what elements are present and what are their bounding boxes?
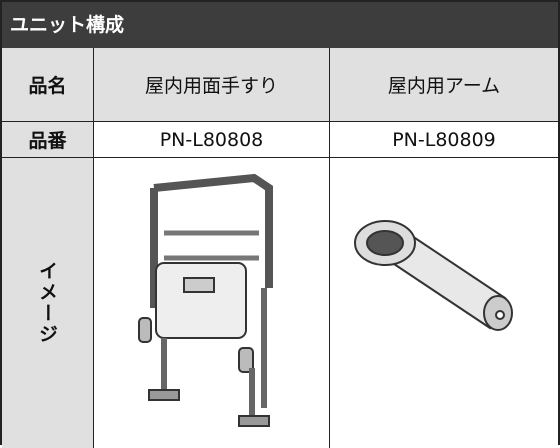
cell: PN-L80808 bbox=[94, 122, 330, 158]
header-cell: 屋内用アーム bbox=[330, 48, 558, 122]
row-label: イメージ bbox=[2, 158, 94, 448]
image-cell bbox=[94, 158, 330, 448]
row-label: 品番 bbox=[2, 122, 94, 158]
image-cell bbox=[330, 158, 558, 448]
header-cell: 屋内用面手すり bbox=[94, 48, 330, 122]
header-cell: 品名 bbox=[2, 48, 94, 122]
arm-illustration bbox=[354, 220, 513, 331]
row-label-text: イメージ bbox=[36, 261, 58, 345]
section-title: ユニット構成 bbox=[2, 2, 558, 48]
handrail-illustration bbox=[138, 173, 273, 427]
cell: PN-L80809 bbox=[330, 122, 558, 158]
